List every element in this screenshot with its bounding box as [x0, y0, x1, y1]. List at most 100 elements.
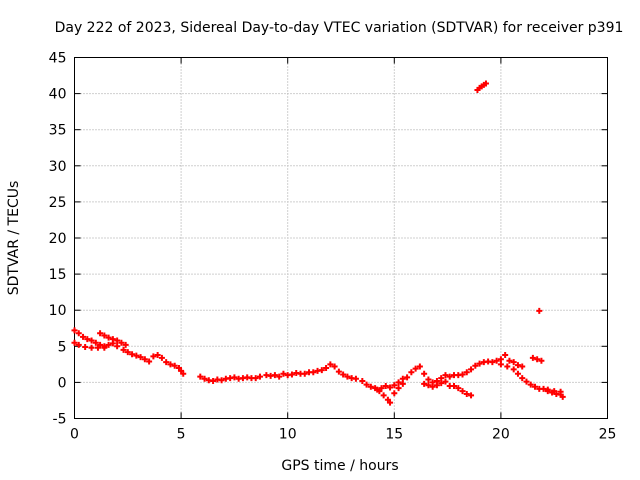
data-point — [231, 374, 238, 381]
data-point — [527, 381, 534, 388]
data-point — [301, 370, 308, 377]
x-axis-label: GPS time / hours — [281, 458, 398, 474]
data-point — [154, 351, 161, 358]
data-point — [442, 372, 449, 379]
data-point — [468, 366, 475, 373]
data-point — [150, 353, 157, 360]
data-point — [395, 385, 402, 392]
data-point — [344, 373, 351, 380]
data-point — [374, 386, 381, 393]
data-point — [538, 357, 545, 364]
data-point — [137, 354, 144, 361]
data-point — [367, 383, 374, 390]
data-point — [197, 373, 204, 380]
data-point — [256, 373, 263, 380]
data-point — [510, 366, 517, 373]
data-point — [84, 336, 91, 343]
data-point — [493, 357, 500, 364]
data-point — [310, 369, 317, 376]
data-point — [519, 375, 526, 382]
data-point — [380, 392, 387, 399]
data-point — [129, 351, 136, 358]
data-point — [514, 370, 521, 377]
data-point — [82, 344, 89, 351]
data-point — [114, 343, 121, 350]
data-point — [504, 363, 511, 370]
data-point — [523, 378, 530, 385]
data-point — [382, 383, 389, 390]
data-point — [122, 341, 129, 348]
y-tick-label: 25 — [49, 195, 67, 211]
data-point — [442, 378, 449, 385]
data-point — [124, 349, 131, 356]
y-tick-label: 30 — [49, 159, 67, 175]
data-point — [271, 372, 278, 379]
data-point — [502, 351, 509, 358]
data-point — [519, 363, 526, 370]
data-point — [158, 354, 165, 361]
data-point — [412, 365, 419, 372]
axis-ticks — [74, 57, 608, 419]
x-tick-label: 15 — [385, 427, 403, 443]
y-axis-label: SDTVAR / TECUs — [6, 181, 22, 296]
data-point — [482, 80, 489, 87]
data-point — [114, 337, 121, 344]
data-point — [557, 388, 564, 395]
x-tick-label: 10 — [279, 427, 297, 443]
data-point — [97, 330, 104, 337]
data-point — [363, 381, 370, 388]
data-point — [133, 352, 140, 359]
data-point — [468, 392, 475, 399]
data-point — [163, 359, 170, 366]
data-point — [425, 376, 432, 383]
data-point — [146, 358, 153, 365]
grid — [74, 57, 608, 419]
data-point — [171, 362, 178, 369]
data-point — [514, 362, 521, 369]
data-point — [71, 327, 78, 334]
data-point — [118, 339, 125, 346]
data-point — [218, 377, 225, 384]
data-point — [105, 334, 112, 341]
data-point — [532, 383, 539, 390]
data-point — [536, 307, 543, 314]
data-point — [359, 377, 366, 384]
data-point — [446, 373, 453, 380]
data-point — [395, 379, 402, 386]
y-tick-label: 10 — [49, 303, 67, 319]
data-point — [94, 344, 101, 351]
data-point — [101, 332, 108, 339]
x-tick-label: 25 — [599, 427, 617, 443]
y-tick-label: 5 — [58, 339, 67, 355]
data-point — [551, 388, 558, 395]
data-point — [408, 369, 415, 376]
data-point — [331, 363, 338, 370]
data-point — [438, 375, 445, 382]
y-tick-label: 45 — [49, 51, 67, 67]
data-point — [252, 375, 259, 382]
data-point — [75, 341, 82, 348]
data-point — [459, 388, 466, 395]
data-point — [88, 344, 95, 351]
data-point — [391, 390, 398, 397]
data-point — [497, 361, 504, 368]
data-point — [141, 356, 148, 363]
x-tick-label: 5 — [177, 427, 186, 443]
data-point — [425, 382, 432, 389]
data-point — [459, 371, 466, 378]
data-point — [391, 382, 398, 389]
data-point — [387, 384, 394, 391]
data-point — [438, 380, 445, 387]
y-tick-label: 15 — [49, 267, 67, 283]
data-point — [399, 375, 406, 382]
data-point — [544, 386, 551, 393]
data-point — [276, 373, 283, 380]
data-point — [120, 346, 127, 353]
data-point — [327, 361, 334, 368]
data-point — [71, 339, 78, 346]
data-point — [180, 370, 187, 377]
data-point — [421, 380, 428, 387]
data-point — [318, 367, 325, 374]
